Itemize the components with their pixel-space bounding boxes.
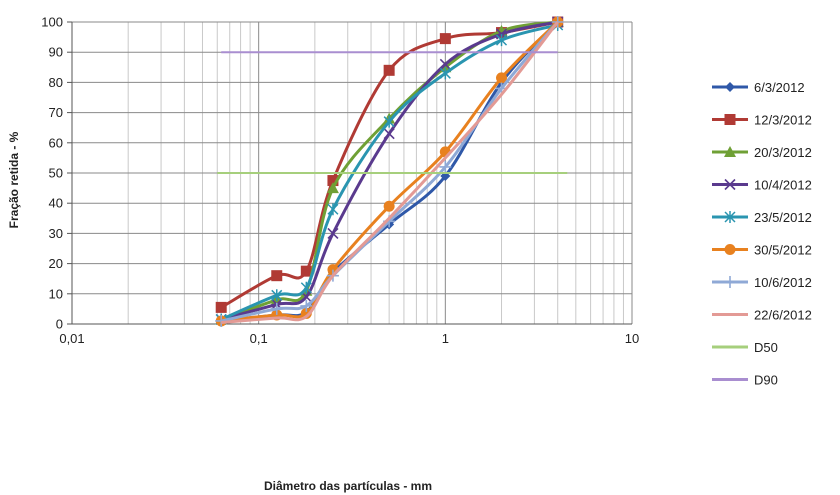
legend-item: 23/5/2012 bbox=[712, 210, 812, 225]
data-point-marker bbox=[439, 160, 452, 173]
series-line bbox=[221, 21, 559, 324]
legend-item: 12/3/2012 bbox=[712, 113, 812, 128]
legend-label: 20/3/2012 bbox=[754, 145, 812, 160]
legend-item: 30/5/2012 bbox=[712, 243, 812, 258]
data-point-marker bbox=[271, 289, 283, 302]
y-tick-label: 90 bbox=[49, 45, 63, 60]
data-point-marker bbox=[327, 227, 339, 239]
data-point-marker bbox=[300, 281, 312, 294]
legend-label: 23/5/2012 bbox=[754, 210, 812, 225]
legend-label: 6/3/2012 bbox=[754, 80, 805, 95]
x-axis-title: Diâmetro das partículas - mm bbox=[264, 479, 432, 493]
legend-item: 20/3/2012 bbox=[712, 145, 812, 160]
data-point-marker bbox=[270, 302, 283, 315]
y-tick-label: 70 bbox=[49, 105, 63, 120]
data-point-marker bbox=[215, 301, 227, 313]
data-point-marker bbox=[300, 299, 313, 312]
y-tick-label: 20 bbox=[49, 256, 63, 271]
data-point-marker bbox=[327, 175, 339, 187]
y-tick-label: 40 bbox=[49, 196, 63, 211]
legend-marker bbox=[724, 114, 736, 125]
legend-item: D50 bbox=[712, 340, 778, 355]
legend-item: 10/4/2012 bbox=[712, 178, 812, 193]
legend-label: 12/3/2012 bbox=[754, 113, 812, 128]
tick-labels: 0 10 20 30 40 50 60 70 80 90 100 0,01 0,1 1 10 bbox=[41, 15, 639, 347]
y-tick-label: 80 bbox=[49, 75, 63, 90]
series-10/6/2012 bbox=[215, 16, 564, 327]
legend-marker bbox=[724, 211, 736, 223]
data-point-marker bbox=[495, 34, 508, 47]
legend-item: 22/6/2012 bbox=[712, 308, 812, 323]
legend-marker bbox=[724, 244, 736, 255]
legend-label: D50 bbox=[754, 340, 778, 355]
data-point-marker bbox=[383, 64, 395, 76]
series-22/6/2012 bbox=[221, 21, 559, 324]
legend-label: 22/6/2012 bbox=[754, 308, 812, 323]
y-axis-title: Fração retida - % bbox=[7, 131, 21, 228]
legend-marker bbox=[724, 146, 736, 157]
legend-item: D90 bbox=[712, 373, 778, 388]
legend-marker bbox=[724, 178, 736, 191]
data-point-marker bbox=[300, 307, 312, 319]
y-tick-label: 60 bbox=[49, 135, 63, 150]
data-point-marker bbox=[383, 200, 395, 212]
legend-item: 6/3/2012 bbox=[712, 80, 805, 95]
data-point-marker bbox=[300, 265, 312, 277]
data-point-marker bbox=[271, 270, 283, 282]
legend-marker bbox=[724, 276, 736, 288]
y-tick-label: 10 bbox=[49, 286, 63, 301]
legend-marker bbox=[725, 82, 735, 92]
data-point-marker bbox=[383, 128, 395, 140]
data-point-marker bbox=[439, 67, 451, 80]
series-line bbox=[220, 20, 558, 321]
data-point-marker bbox=[383, 115, 395, 128]
data-point-marker bbox=[439, 58, 451, 70]
data-point-marker bbox=[327, 203, 339, 216]
y-tick-label: 100 bbox=[41, 15, 63, 30]
legend-item: 10/6/2012 bbox=[712, 275, 812, 290]
legend-label: D90 bbox=[754, 373, 778, 388]
data-point-marker bbox=[496, 72, 508, 84]
y-tick-label: 50 bbox=[49, 166, 63, 181]
legend-label: 10/4/2012 bbox=[754, 178, 812, 193]
data-point-marker bbox=[439, 33, 451, 45]
y-tick-label: 0 bbox=[56, 317, 63, 332]
legend-label: 30/5/2012 bbox=[754, 243, 812, 258]
x-tick-label: 0,01 bbox=[59, 331, 84, 346]
x-tick-label: 0,1 bbox=[250, 331, 268, 346]
legend-label: 10/6/2012 bbox=[754, 275, 812, 290]
legend: 6/3/2012 12/3/2012 20/3/2012 10/4/2012 23/5/… bbox=[712, 80, 812, 388]
x-tick-label: 1 bbox=[442, 331, 449, 346]
series-line bbox=[220, 23, 559, 321]
y-tick-label: 30 bbox=[49, 226, 63, 241]
data-point-marker bbox=[326, 182, 339, 194]
plot-axes bbox=[67, 21, 632, 325]
series-line bbox=[221, 20, 559, 323]
data-point-marker bbox=[551, 16, 564, 28]
series-line bbox=[220, 20, 559, 321]
data-series bbox=[215, 16, 568, 327]
x-tick-label: 10 bbox=[625, 331, 639, 346]
